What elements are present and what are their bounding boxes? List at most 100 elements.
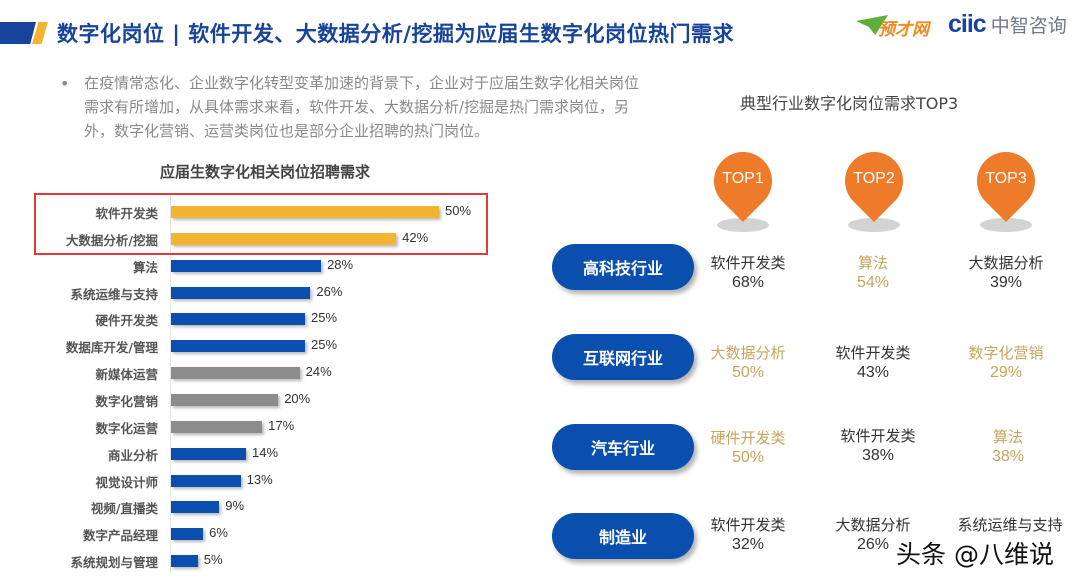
- yucai-logo: 预才网: [856, 13, 944, 41]
- cell-internet-top3: 数字化营销 29%: [941, 343, 1071, 383]
- bar: [171, 286, 311, 299]
- top2-pin: TOP2: [832, 139, 916, 236]
- bar-label: 视觉设计师: [95, 474, 158, 490]
- industry-button-hightech[interactable]: 高科技行业: [552, 244, 694, 290]
- cell-auto-top3: 算法 38%: [943, 427, 1073, 467]
- job-name: 软件开发类: [840, 427, 916, 445]
- bar-row: 视频/直播类 9%: [0, 494, 520, 521]
- job-name: 硬件开发类: [710, 429, 786, 447]
- bar-row: 软件开发类 50%: [0, 199, 520, 226]
- job-pct: 29%: [989, 364, 1023, 381]
- bar-label: 软件开发类: [95, 206, 158, 221]
- job-name: 大数据分析: [968, 254, 1044, 272]
- bar: [171, 447, 247, 460]
- job-pct: 50%: [731, 364, 765, 381]
- bar-label: 硬件开发类: [95, 313, 158, 329]
- bar-value-label: 9%: [225, 498, 245, 514]
- ciic-logo: ciic 中智咨询: [948, 10, 1067, 39]
- bar: [171, 555, 198, 568]
- bar-label: 数据库开发/管理: [65, 340, 158, 356]
- yucai-logo-text: 预才网: [878, 20, 929, 40]
- bar-label: 算法: [132, 259, 158, 275]
- cell-manufacturing-top2: 大数据分析 26%: [808, 515, 938, 555]
- bar-label: 系统运维与支持: [70, 286, 158, 302]
- job-pct: 43%: [856, 364, 890, 381]
- bar: [171, 393, 279, 406]
- bar-label: 新媒体运营: [95, 367, 158, 383]
- pin-label: TOP1: [722, 170, 764, 187]
- top1-pin: TOP1: [701, 139, 785, 236]
- header-accent-blue-stripe: [0, 22, 36, 44]
- ciic-logo-en: ciic: [948, 10, 987, 38]
- page-title: 数字化岗位 | 软件开发、大数据分析/挖掘为应届生数字化岗位热门需求: [57, 22, 734, 46]
- bar-value-label: 24%: [305, 364, 332, 380]
- bar-row: 视觉设计师 13%: [0, 468, 520, 495]
- bar: [171, 232, 397, 245]
- job-name: 软件开发类: [710, 254, 786, 272]
- cell-hightech-top2: 算法 54%: [808, 253, 938, 293]
- job-pct: 26%: [856, 536, 890, 553]
- bar-label: 数字化运营: [95, 420, 158, 436]
- cell-hightech-top1: 软件开发类 68%: [683, 253, 813, 293]
- top3-pin: TOP3: [964, 139, 1048, 236]
- bar-row: 新媒体运营 24%: [0, 360, 520, 387]
- job-name: 软件开发类: [710, 516, 786, 534]
- bullet-text: 在疫情常态化、企业数字化转型变革加速的背景下，企业对于应届生数字化相关岗位需求有…: [84, 74, 640, 140]
- bar-value-label: 6%: [209, 525, 228, 541]
- bar-value-label: 14%: [252, 444, 279, 460]
- bar: [171, 313, 305, 326]
- industry-button-auto[interactable]: 汽车行业: [552, 424, 694, 470]
- industry-button-manufacturing[interactable]: 制造业: [552, 513, 694, 559]
- job-pct: 32%: [731, 536, 765, 553]
- ciic-logo-cn: 中智咨询: [990, 15, 1067, 37]
- bar: [171, 259, 322, 272]
- pin-label: TOP3: [985, 170, 1027, 187]
- job-name: 大数据分析: [710, 344, 786, 362]
- cell-manufacturing-top1: 软件开发类 32%: [683, 515, 813, 555]
- bar-value-label: 17%: [268, 417, 295, 433]
- bar-label: 商业分析: [107, 447, 158, 463]
- bar-label: 数字化营销: [95, 393, 158, 409]
- watermark: 头条 @八维说: [896, 540, 1054, 569]
- bar-row: 数据库开发/管理 25%: [0, 333, 520, 360]
- bar-value-label: 50%: [445, 203, 472, 218]
- top3-title: 典型行业数字化岗位需求TOP3: [740, 94, 959, 113]
- bar-value-label: 42%: [402, 229, 429, 245]
- bar: [171, 501, 220, 514]
- bar-row: 数字产品经理 6%: [0, 521, 520, 548]
- bullet-marker: •: [60, 74, 70, 93]
- bar-row: 数字化运营 17%: [0, 414, 520, 441]
- bar-row: 商业分析 14%: [0, 441, 520, 468]
- job-name: 算法: [857, 254, 888, 272]
- cell-internet-top1: 大数据分析 50%: [683, 343, 813, 383]
- bar-row: 大数据分析/挖掘 42%: [0, 226, 520, 253]
- bar: [171, 206, 439, 218]
- bar: [171, 474, 241, 487]
- pin-shadow: [980, 218, 1032, 232]
- pin-shadow: [848, 218, 900, 232]
- pin-label: TOP2: [853, 170, 895, 187]
- bar-label: 系统规划与管理: [70, 555, 158, 571]
- cell-hightech-top3: 大数据分析 39%: [941, 253, 1071, 293]
- job-pct: 38%: [991, 448, 1025, 465]
- bar-label: 数字产品经理: [82, 528, 158, 544]
- bar: [171, 340, 305, 353]
- pin-shadow: [717, 218, 769, 232]
- bar: [171, 420, 263, 433]
- bar-label: 视频/直播类: [90, 501, 158, 517]
- job-pct: 68%: [731, 274, 765, 291]
- job-pct: 54%: [856, 274, 890, 291]
- bar-row: 数字化营销 20%: [0, 387, 520, 414]
- job-pct: 50%: [731, 449, 765, 466]
- bar-chart-axis: [170, 196, 171, 572]
- industry-button-internet[interactable]: 互联网行业: [552, 334, 694, 380]
- job-name: 算法: [992, 428, 1023, 446]
- bar-value-label: 25%: [311, 337, 338, 353]
- bar-chart-title: 应届生数字化相关岗位招聘需求: [160, 163, 371, 181]
- bar-row: 算法 28%: [0, 253, 520, 280]
- bar-row: 硬件开发类 25%: [0, 306, 520, 333]
- bar: [171, 367, 300, 380]
- bar-row: 系统规划与管理 5%: [0, 548, 520, 575]
- job-name: 系统运维与支持: [957, 516, 1063, 534]
- job-pct: 38%: [861, 447, 895, 464]
